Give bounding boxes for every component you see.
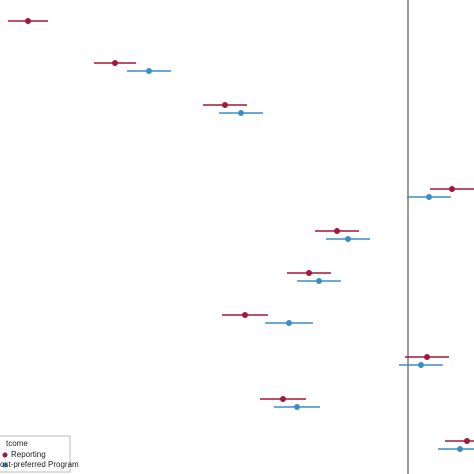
legend-marker xyxy=(2,462,8,468)
point xyxy=(238,110,244,116)
point xyxy=(286,320,292,326)
legend-title: tcome xyxy=(6,439,28,448)
point xyxy=(222,102,228,108)
legend-label: Reporting xyxy=(11,450,46,459)
point xyxy=(112,60,118,66)
legend-label: ost-preferred Program xyxy=(0,460,79,469)
point xyxy=(334,228,340,234)
plot-area xyxy=(8,0,474,474)
point xyxy=(426,194,432,200)
point xyxy=(316,278,322,284)
point xyxy=(294,404,300,410)
point xyxy=(306,270,312,276)
point xyxy=(25,18,31,24)
point xyxy=(457,446,463,452)
point xyxy=(345,236,351,242)
point xyxy=(464,438,470,444)
point xyxy=(242,312,248,318)
point xyxy=(424,354,430,360)
point xyxy=(280,396,286,402)
legend-marker xyxy=(2,452,8,458)
point xyxy=(449,186,455,192)
legend-box xyxy=(0,435,71,473)
point xyxy=(418,362,424,368)
point xyxy=(146,68,152,74)
